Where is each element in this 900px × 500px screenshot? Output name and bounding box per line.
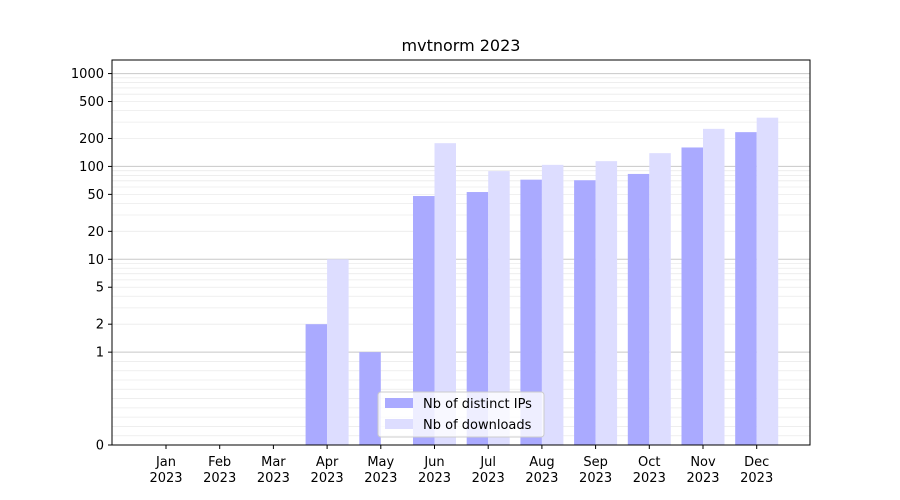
bar-distinct-ips-jul: [466, 192, 489, 445]
x-tick-label-month: Dec: [744, 455, 769, 470]
x-tick-label-month: May: [367, 455, 394, 470]
y-axis: 0 1 2 5 10 20 50 100 200 500 1000: [71, 67, 112, 454]
legend-label-distinct-ips: Nb of distinct IPs: [423, 397, 532, 412]
legend-label-downloads: Nb of downloads: [423, 418, 532, 433]
plot-frame: [111, 59, 811, 446]
x-tick-label-month: Apr: [316, 455, 339, 470]
legend-swatch-distinct-ips: [385, 398, 413, 408]
x-tick-label-year: 2023: [364, 471, 397, 486]
x-tick-label-year: 2023: [203, 471, 236, 486]
x-tick-label-year: 2023: [686, 471, 719, 486]
x-tick-label-month: Aug: [529, 455, 554, 470]
y-tick-label: 5: [96, 281, 104, 296]
bars: [305, 117, 779, 446]
y-tick-label: 500: [79, 95, 104, 110]
y-tick-label: 1: [96, 346, 104, 361]
bar-downloads-aug: [541, 164, 564, 445]
x-tick-label-year: 2023: [311, 471, 344, 486]
x-tick-label-year: 2023: [633, 471, 666, 486]
y-tick-label: 0: [96, 439, 104, 454]
bar-distinct-ips-may: [359, 352, 381, 445]
legend: Nb of distinct IPs Nb of downloads: [377, 391, 545, 438]
chart-title: mvtnorm 2023: [402, 36, 521, 55]
x-tick-label-year: 2023: [525, 471, 558, 486]
bar-downloads-jun: [434, 143, 456, 445]
y-tick-label: 200: [79, 132, 104, 147]
y-tick-label: 50: [87, 188, 104, 203]
x-tick-label-year: 2023: [740, 471, 773, 486]
bar-downloads-oct: [649, 153, 671, 446]
x-tick-label-year: 2023: [418, 471, 451, 486]
y-tick-label: 2: [96, 318, 104, 333]
x-tick-label-month: Jul: [479, 455, 496, 470]
x-tick-label-year: 2023: [257, 471, 290, 486]
x-tick-label-month: Sep: [583, 455, 608, 470]
bar-distinct-ips-apr: [305, 324, 328, 445]
y-tick-label: 100: [79, 160, 104, 175]
x-tick-label-year: 2023: [472, 471, 505, 486]
bar-downloads-dec: [756, 117, 779, 446]
bar-downloads-apr: [327, 259, 349, 445]
y-tick-label: 10: [87, 253, 104, 268]
bar-distinct-ips-oct: [627, 173, 650, 446]
bar-distinct-ips-sep: [574, 180, 596, 445]
x-axis: Jan2023Feb2023Mar2023Apr2023May2023Jun20…: [149, 445, 773, 486]
x-tick-label-year: 2023: [149, 471, 182, 486]
bar-distinct-ips-dec: [735, 132, 757, 446]
x-tick-label-month: Mar: [261, 455, 286, 470]
y-tick-label: 20: [87, 225, 104, 240]
legend-box: [377, 391, 545, 438]
bar-distinct-ips-jun: [413, 196, 435, 445]
legend-swatch-downloads: [385, 419, 413, 429]
bar-downloads-nov: [703, 128, 725, 445]
x-tick-label-month: Oct: [638, 455, 660, 470]
bar-distinct-ips-aug: [520, 179, 542, 445]
bar-downloads-sep: [595, 161, 618, 446]
bar-distinct-ips-nov: [681, 147, 703, 445]
x-tick-label-month: Jan: [155, 455, 176, 470]
bar-downloads-jul: [488, 171, 510, 445]
x-tick-label-year: 2023: [579, 471, 612, 486]
x-tick-label-month: Nov: [690, 455, 716, 470]
x-tick-label-month: Jun: [423, 455, 444, 470]
x-tick-label-month: Feb: [208, 455, 231, 470]
y-tick-label: 1000: [71, 67, 104, 82]
